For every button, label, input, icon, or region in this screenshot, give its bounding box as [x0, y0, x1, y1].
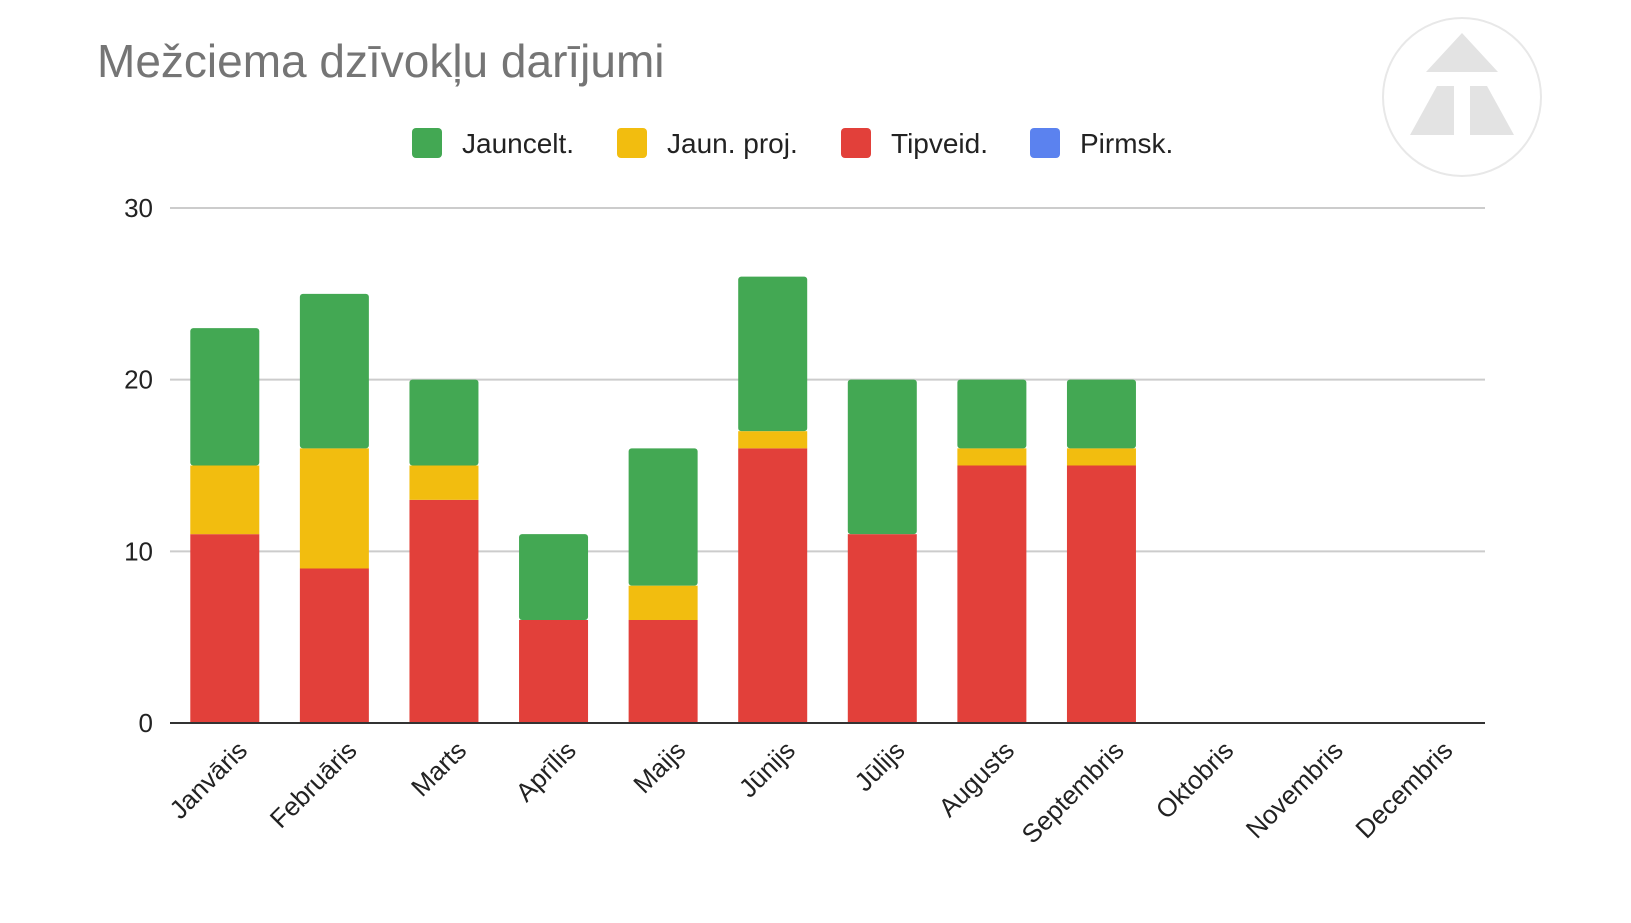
- bar-segment-tipveid: [1066, 465, 1136, 723]
- x-tick-label: Septembris: [1016, 735, 1130, 849]
- y-tick-label: 0: [139, 708, 153, 738]
- y-tick-label: 10: [124, 536, 153, 566]
- legend-swatch: [841, 128, 871, 158]
- x-tick-label: Novembris: [1240, 735, 1349, 844]
- x-tick-label: Maijs: [627, 735, 691, 799]
- x-tick-label: Jūlijs: [848, 735, 910, 797]
- bar-segment-jaun-proj: [409, 465, 479, 500]
- bar-segment-jaun-proj: [1066, 448, 1136, 466]
- bar-segment-tipveid: [299, 568, 369, 723]
- x-tick-label: Marts: [405, 735, 472, 802]
- y-axis-ticks: 0 10 20 30: [124, 193, 153, 738]
- x-tick-label: Aprīlis: [509, 735, 581, 807]
- bar-segment-jauncelt: [409, 379, 479, 466]
- bar-segment-jaun-proj: [190, 465, 260, 535]
- chart-title: Mežciema dzīvokļu darījumi: [97, 35, 665, 87]
- x-tick-label: Jūnijs: [733, 735, 801, 803]
- bar-segment-jauncelt: [190, 328, 260, 466]
- bar-segment-jaun-proj: [628, 585, 698, 620]
- bar-segment-tipveid: [190, 534, 260, 723]
- y-tick-label: 20: [124, 365, 153, 395]
- bars: [190, 276, 1136, 723]
- bar-segment-tipveid: [628, 620, 698, 723]
- x-tick-label: Augusts: [932, 735, 1020, 823]
- bar-segment-tipveid: [957, 465, 1027, 723]
- x-tick-label: Oktobris: [1150, 735, 1240, 825]
- bar-segment-jauncelt: [1066, 379, 1136, 449]
- legend-label: Jauncelt.: [462, 128, 574, 159]
- legend-swatch: [1030, 128, 1060, 158]
- bar-segment-jauncelt: [519, 534, 589, 620]
- legend-label: Jaun. proj.: [667, 128, 798, 159]
- bar-segment-tipveid: [847, 534, 917, 723]
- bar-segment-jaun-proj: [299, 448, 369, 569]
- x-axis-labels: Janvāris Februāris Marts Aprīlis Maijs Jūnijs…: [163, 735, 1458, 849]
- bar-segment-jauncelt: [957, 379, 1027, 449]
- bar-segment-jauncelt: [299, 293, 369, 449]
- legend-swatch: [617, 128, 647, 158]
- x-tick-label: Februāris: [264, 735, 363, 834]
- legend-label: Tipveid.: [891, 128, 988, 159]
- bar-segment-tipveid: [409, 499, 479, 723]
- logo-icon: [1382, 17, 1542, 177]
- x-tick-label: Decembris: [1349, 735, 1458, 844]
- bar-segment-tipveid: [519, 620, 589, 723]
- bar-segment-jauncelt: [847, 379, 917, 535]
- legend-swatch: [412, 128, 442, 158]
- gridlines: [170, 207, 1485, 553]
- bar-segment-jaun-proj: [957, 448, 1027, 466]
- x-tick-label: Janvāris: [163, 735, 253, 825]
- bar-segment-jaun-proj: [738, 431, 808, 449]
- bar-segment-jauncelt: [628, 448, 698, 586]
- legend-label: Pirmsk.: [1080, 128, 1173, 159]
- y-tick-label: 30: [124, 193, 153, 223]
- bar-segment-jauncelt: [738, 276, 808, 432]
- bar-segment-tipveid: [738, 448, 808, 723]
- legend: Jauncelt. Jaun. proj. Tipveid. Pirmsk.: [412, 128, 1173, 159]
